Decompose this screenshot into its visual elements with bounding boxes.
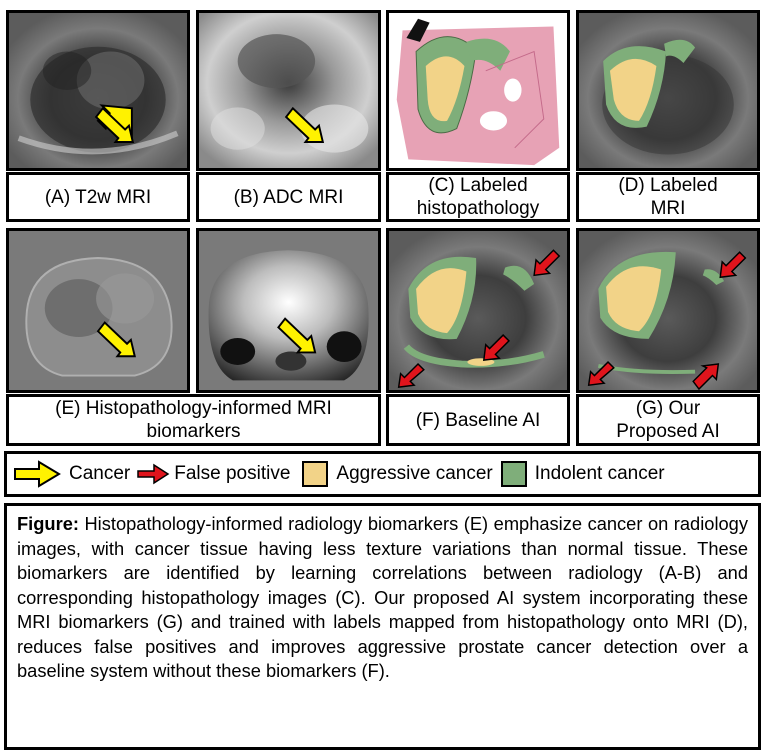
panel-a-caption: (A) T2w MRI [6, 172, 190, 222]
false-positive-arrow-icon [692, 363, 720, 390]
figure-caption: Figure: Histopathology-informed radiolog… [4, 503, 761, 750]
false-positive-arrow-icon [719, 251, 747, 279]
cancer-arrow-icon [277, 317, 317, 354]
panel-a-label: (A) T2w MRI [44, 186, 152, 208]
panel-c-caption: (C) Labeled histopathology [386, 172, 570, 222]
caption-label: Figure: [17, 513, 79, 534]
legend-false-positive-label: False positive [174, 463, 291, 484]
panel-b-image [196, 10, 381, 171]
false-positive-arrow-icon [587, 361, 615, 387]
panel-d-label: (D) Labeled MRI [618, 175, 718, 219]
panel-b-label: (B) ADC MRI [233, 186, 344, 208]
panel-d-caption: (D) Labeled MRI [576, 172, 760, 222]
false-positive-arrow-icon [482, 334, 510, 361]
panel-b-caption: (B) ADC MRI [196, 172, 381, 222]
cancer-arrow-icon [284, 106, 325, 143]
cancer-arrow-icon [94, 104, 135, 143]
panel-g-caption: (G) Our Proposed AI [576, 394, 760, 446]
panel-c-label: (C) Labeled histopathology [416, 175, 540, 219]
false-positive-arrow-icon [137, 463, 170, 485]
panel-c-image [386, 10, 570, 171]
false-positive-arrow-icon [533, 249, 561, 277]
figure-legend: Cancer False positive Aggressive cancer … [4, 451, 761, 497]
legend-cancer-label: Cancer [69, 463, 131, 484]
panel-e-label: (E) Histopathology-informed MRI biomarke… [55, 398, 332, 442]
caption-text: Histopathology-informed radiology biomar… [17, 513, 748, 681]
legend-indolent-label: Indolent cancer [534, 463, 665, 484]
panel-g-image [576, 228, 760, 393]
panel-f-caption: (F) Baseline AI [386, 394, 570, 446]
cancer-arrow-icon [14, 460, 61, 488]
panel-a-image [6, 10, 190, 171]
aggressive-swatch [302, 461, 329, 487]
panel-e-left-image [6, 228, 190, 393]
panel-f-image [386, 228, 570, 393]
panel-g-label: (G) Our Proposed AI [616, 398, 720, 442]
panel-e-caption: (E) Histopathology-informed MRI biomarke… [6, 394, 381, 446]
panel-f-label: (F) Baseline AI [415, 409, 541, 431]
legend-aggressive-label: Aggressive cancer [336, 463, 493, 484]
panel-e-right-image [196, 228, 381, 393]
cancer-arrow-icon [96, 321, 136, 358]
panel-d-image [576, 10, 760, 171]
false-positive-arrow-icon [397, 362, 425, 388]
indolent-swatch [500, 461, 527, 487]
